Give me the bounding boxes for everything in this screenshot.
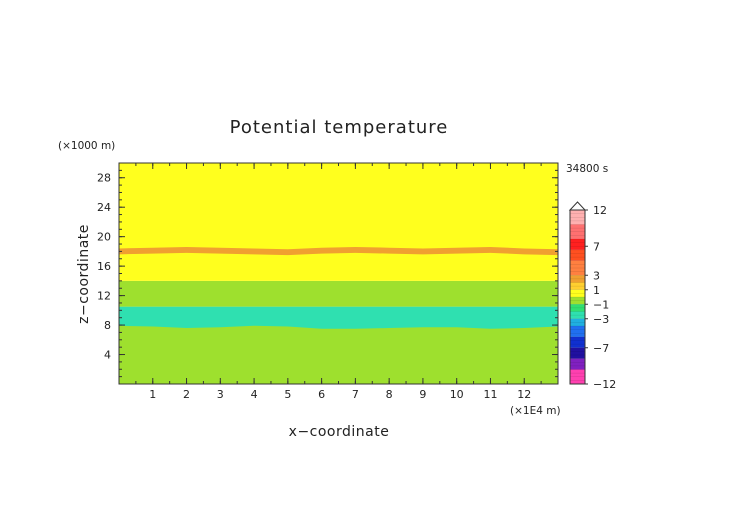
x-axis-title: x−coordinate	[289, 424, 390, 440]
x-tick-label: 3	[217, 388, 224, 401]
x-tick-label: 5	[284, 388, 291, 401]
x-axis-unit: (×1E4 m)	[510, 405, 561, 417]
colorbar-tick-label: 3	[593, 269, 600, 282]
colorbar-tick-label: 12	[593, 204, 607, 217]
x-tick-label: 9	[419, 388, 426, 401]
mid-layer	[119, 280, 558, 307]
x-tick-label: 8	[386, 388, 393, 401]
colorbar-segment	[570, 311, 585, 319]
colorbar-segment	[570, 282, 585, 290]
x-tick-label: 10	[450, 388, 464, 401]
colorbar-segment	[570, 326, 585, 337]
anomaly-layer	[119, 306, 558, 329]
time-label: 34800 s	[566, 163, 608, 175]
colorbar-tick-label: 7	[593, 240, 600, 253]
colorbar-segment	[570, 297, 585, 305]
x-tick-label: 2	[183, 388, 190, 401]
y-tick-label: 24	[97, 201, 111, 214]
colorbar-segment	[570, 210, 585, 225]
y-tick-label: 16	[97, 260, 111, 273]
chart-title: Potential temperature	[230, 117, 449, 138]
x-tick-label: 4	[251, 388, 258, 401]
y-tick-label: 20	[97, 231, 111, 244]
colorbar-segment	[570, 289, 585, 297]
colorbar-segment	[570, 224, 585, 239]
surface-layer	[119, 325, 558, 384]
x-tick-label: 6	[318, 388, 325, 401]
x-tick-label: 1	[149, 388, 156, 401]
colorbar-segment	[570, 304, 585, 312]
colorbar-segment	[570, 275, 585, 283]
colorbar-segment	[570, 318, 585, 326]
colorbar-tick-label: 1	[593, 284, 600, 297]
y-tick-label: 28	[97, 172, 111, 185]
colorbar-segment	[570, 336, 585, 348]
colorbar-segment	[570, 249, 585, 261]
colorbar-segment	[570, 358, 585, 370]
y-tick-label: 4	[104, 349, 111, 362]
y-tick-label: 12	[97, 290, 111, 303]
colorbar-segment	[570, 239, 585, 250]
warm-layer	[119, 246, 558, 256]
contour-field	[119, 163, 558, 384]
colorbar-tick-label: −12	[593, 378, 616, 391]
upper-layer	[119, 163, 558, 281]
colorbar: 12 7 3 1−1 −3 −7 −12	[568, 201, 616, 391]
x-tick-label: 11	[483, 388, 497, 401]
colorbar-segment	[570, 369, 585, 384]
colorbar-tick-label: −7	[593, 342, 609, 355]
colorbar-top-arrow	[568, 201, 587, 211]
colorbar-segment	[570, 260, 585, 276]
colorbar-tick-label: −3	[593, 313, 609, 326]
y-axis-title: z−coordinate	[76, 224, 92, 324]
y-axis-unit: (×1000 m)	[58, 140, 115, 152]
y-tick-label: 8	[104, 319, 111, 332]
colorbar-tick-label: −1	[593, 298, 609, 311]
x-tick-label: 12	[517, 388, 531, 401]
x-tick-label: 7	[352, 388, 359, 401]
colorbar-segment	[570, 347, 585, 359]
